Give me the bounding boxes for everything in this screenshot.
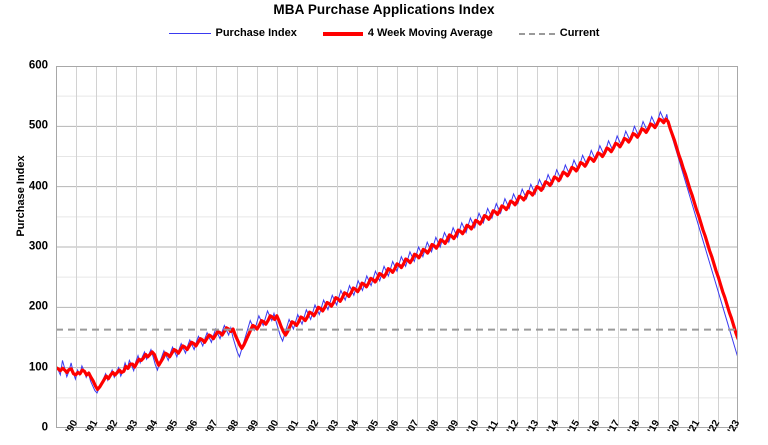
legend-label-moving-average: 4 Week Moving Average — [367, 27, 493, 39]
legend-label-purchase-index: Purchase Index — [215, 27, 297, 39]
legend-swatch-red-line-icon — [322, 31, 363, 36]
legend-swatch-dashed-line-icon — [518, 32, 555, 35]
y-axis-tick: 500 — [28, 119, 48, 132]
series-line-moving-average — [56, 117, 738, 391]
y-axis-tick: 0 — [41, 421, 48, 434]
y-axis-tick: 300 — [28, 240, 48, 253]
legend-item-moving-average[interactable]: 4 Week Moving Average — [322, 27, 493, 39]
chart-legend: Purchase Index 4 Week Moving Average Cur… — [0, 28, 768, 39]
legend-item-current[interactable]: Current — [518, 27, 600, 39]
y-axis-tick: 600 — [28, 59, 48, 72]
y-axis-tick: 200 — [28, 300, 48, 313]
plot-area — [56, 66, 738, 428]
y-axis-tick: 100 — [28, 360, 48, 373]
y-axis-tick-labels: 600 500 400 300 200 100 0 — [0, 60, 48, 433]
chart-plot-svg — [56, 66, 738, 428]
y-axis-tick: 400 — [28, 179, 48, 192]
chart-title: MBA Purchase Applications Index — [273, 2, 495, 17]
plot-border — [56, 66, 738, 428]
legend-label-current: Current — [559, 27, 600, 39]
x-axis-tick-labels: '90'91'92'93'94'95'96'97'98'99'00'01'02 '… — [56, 418, 742, 445]
legend-swatch-blue-line-icon — [168, 33, 211, 34]
legend-item-purchase-index[interactable]: Purchase Index — [168, 27, 297, 39]
